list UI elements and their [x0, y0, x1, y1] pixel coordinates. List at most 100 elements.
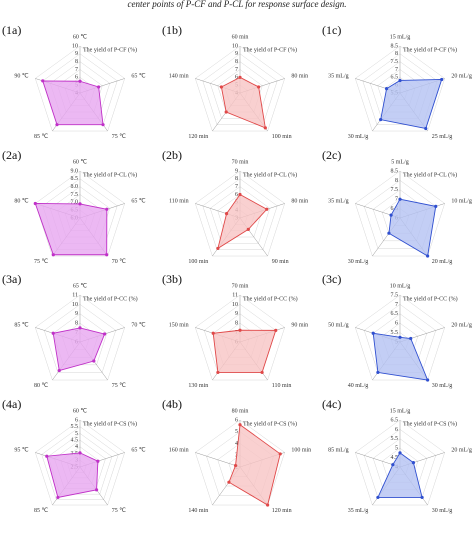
radar-area [52, 327, 106, 372]
axis-label: 160 min [169, 448, 189, 454]
axis-label: 80 min [291, 74, 308, 80]
series-name: The yield of P-CS (%) [83, 420, 137, 427]
radar-point [266, 503, 270, 507]
radar-point [411, 461, 416, 465]
chart-label: (3a) [2, 272, 21, 286]
grid-ring [202, 178, 278, 250]
axis-label: 5 mL/g [391, 159, 409, 165]
radar-point [434, 204, 438, 208]
grid-ring [355, 294, 445, 381]
r-tick-label: 6.5 [391, 417, 399, 423]
axis-label: 10 mL/g [390, 283, 411, 289]
radar-point [78, 451, 82, 455]
axis-label: 100 min [188, 259, 208, 265]
r-tick-label: 7 [235, 67, 238, 73]
r-tick-label: 10 [72, 302, 78, 308]
axis-label: 50 mL/g [328, 323, 349, 329]
series-name: The yield of P-CS (%) [403, 420, 457, 427]
r-tick-label: 7.0 [71, 200, 79, 206]
series-name: The yield of P-CF (%) [243, 46, 297, 53]
radar-point [274, 328, 278, 332]
r-tick-label: 8.0 [71, 184, 79, 190]
radar-point [238, 192, 242, 197]
axis-label: 110 min [272, 383, 292, 389]
axis-label: 120 min [272, 508, 292, 514]
r-tick-label: 8 [395, 178, 398, 184]
r-tick-label: 9 [75, 51, 78, 57]
radar-point [440, 77, 444, 82]
axis-label: 60 min [232, 34, 249, 40]
grid-ring [195, 294, 285, 381]
r-tick-label: 8 [235, 176, 238, 182]
r-tick-label: 6 [235, 75, 238, 81]
axis-label: 70 ℃ [112, 259, 127, 265]
r-tick-label: 7.5 [391, 59, 399, 65]
r-tick-label: 6 [75, 417, 78, 423]
r-tick-label: 7 [395, 67, 398, 73]
radar-point [384, 87, 389, 91]
r-tick-label: 9.0 [71, 168, 79, 174]
axis-label: 70 min [232, 283, 249, 289]
radar-chart: (2c)66.577.588.55 mL/g10 mL/g20 mL/g30 m… [322, 148, 472, 265]
chart-label: (1a) [2, 23, 21, 37]
axis-label: 65 ℃ [131, 448, 146, 454]
axis-label: 60 ℃ [73, 34, 88, 40]
r-tick-label: 8 [75, 59, 78, 65]
radar-chart: (3c)55.566.577.510 mL/g20 mL/g30 mL/g40 … [322, 272, 472, 389]
r-tick-label: 6 [235, 417, 238, 423]
r-tick-label: 8.5 [71, 176, 79, 182]
radar-point [41, 79, 45, 83]
r-tick-label: 5.5 [391, 436, 399, 442]
r-tick-label: 10 [232, 43, 238, 49]
radar-area [228, 423, 281, 506]
r-tick-label: 4 [235, 441, 238, 447]
radar-point [224, 212, 229, 216]
chart-label: (2c) [322, 148, 341, 162]
r-tick-label: 9 [75, 311, 78, 317]
radar-point [51, 253, 55, 257]
r-tick-label: 9 [235, 168, 238, 174]
chart-label: (4b) [162, 397, 182, 411]
radar-area [372, 332, 429, 381]
radar-area [220, 76, 266, 129]
radar-point [371, 331, 375, 335]
radar-point [424, 126, 428, 131]
axis-label: 20 mL/g [451, 74, 472, 80]
grid-ring [35, 45, 125, 132]
radar-point [238, 328, 242, 332]
radar-point [389, 213, 393, 217]
axis-label: 40 mL/g [348, 383, 369, 389]
axis-label: 10 mL/g [451, 199, 472, 205]
r-tick-label: 7 [75, 67, 78, 73]
grid-ring [35, 419, 125, 506]
radar-point [216, 246, 220, 251]
radar-point [246, 227, 250, 232]
axis-label: 85 mL/g [328, 448, 349, 454]
grid-ring [355, 45, 445, 132]
series-name: The yield of P-CL (%) [243, 171, 297, 178]
grid-ring [364, 180, 436, 249]
radar-point [55, 123, 59, 127]
radar-point [398, 78, 402, 83]
axis-label: 85 ℃ [14, 323, 29, 329]
r-tick-label: 4.5 [391, 455, 399, 461]
radar-point [57, 368, 61, 373]
radar-point [102, 332, 107, 336]
radar-point [238, 423, 242, 427]
chart-label: (1c) [322, 23, 341, 37]
chart-label: (4a) [2, 397, 21, 411]
radar-chart: (4c)44.555.566.515 mL/g20 mL/g30 mL/g35 … [322, 397, 472, 514]
series-name: The yield of P-CS (%) [243, 420, 297, 427]
axis-label: 35 mL/g [348, 508, 369, 514]
axis-label: 110 min [169, 199, 189, 205]
r-tick-label: 5.5 [391, 330, 399, 336]
axis-label: 75 ℃ [112, 508, 127, 514]
r-tick-label: 4.5 [71, 438, 79, 444]
axis-label: 65 ℃ [131, 199, 146, 205]
axis-label: 90 min [272, 259, 289, 265]
radar-point [391, 463, 395, 467]
